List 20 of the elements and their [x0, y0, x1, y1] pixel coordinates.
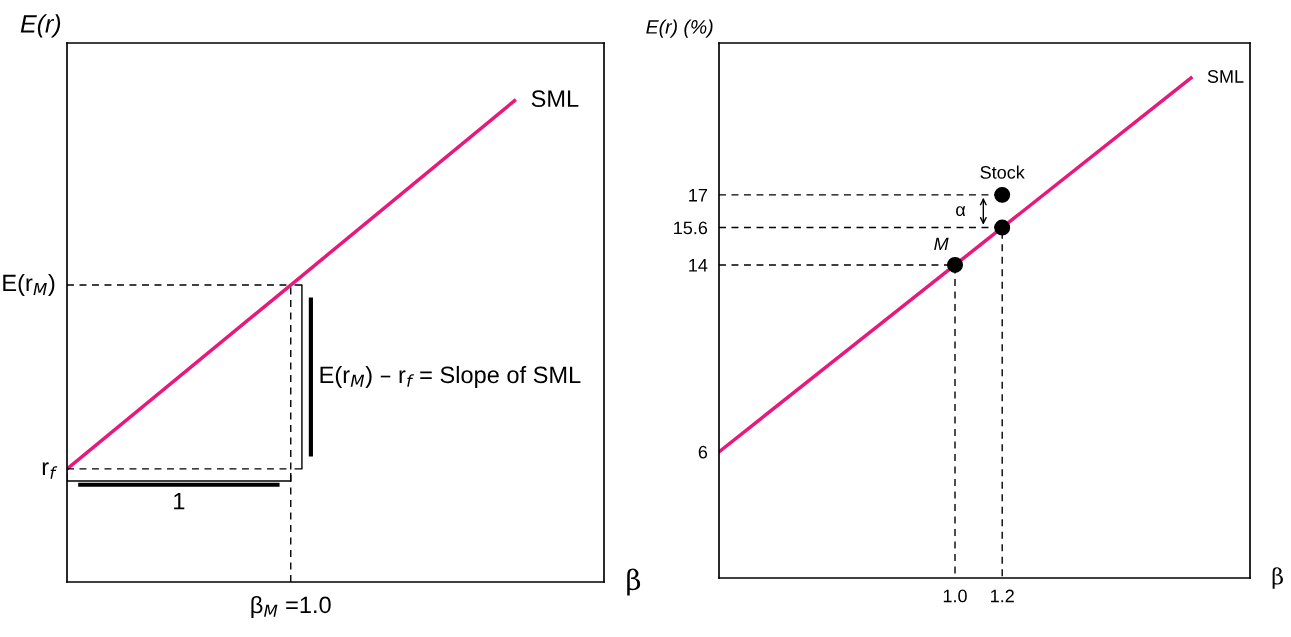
text: r$_{f}$	[42, 462, 58, 479]
annotation: α	[956, 206, 966, 217]
annotation: Stock	[980, 165, 1025, 179]
x-tick-label: 1.2	[991, 589, 1014, 603]
x-axis-title: β	[627, 568, 641, 596]
annotation: M	[934, 237, 949, 251]
y-tick-label: 14	[689, 259, 708, 272]
text: E(r$_{M}$)	[3, 273, 55, 296]
y-tick-label: 17	[689, 188, 707, 202]
y-axis-title: E(r) (%)	[646, 19, 713, 38]
x-axis-title: β	[1272, 567, 1283, 589]
annotation: E(r$_{M}$) – r$_{f}$ = Slope of SML	[320, 365, 581, 388]
y-tick-label: 15.6	[674, 221, 708, 235]
series-label: SML	[531, 90, 579, 108]
series-label: SML	[1207, 70, 1244, 83]
text: β$_{M}$ =1.0	[251, 595, 331, 618]
annotation: 1	[174, 492, 185, 510]
x-tick-label: 1.0	[943, 589, 967, 603]
y-axis-title: E(r)	[20, 14, 61, 38]
y-tick-label: 6	[698, 445, 708, 459]
